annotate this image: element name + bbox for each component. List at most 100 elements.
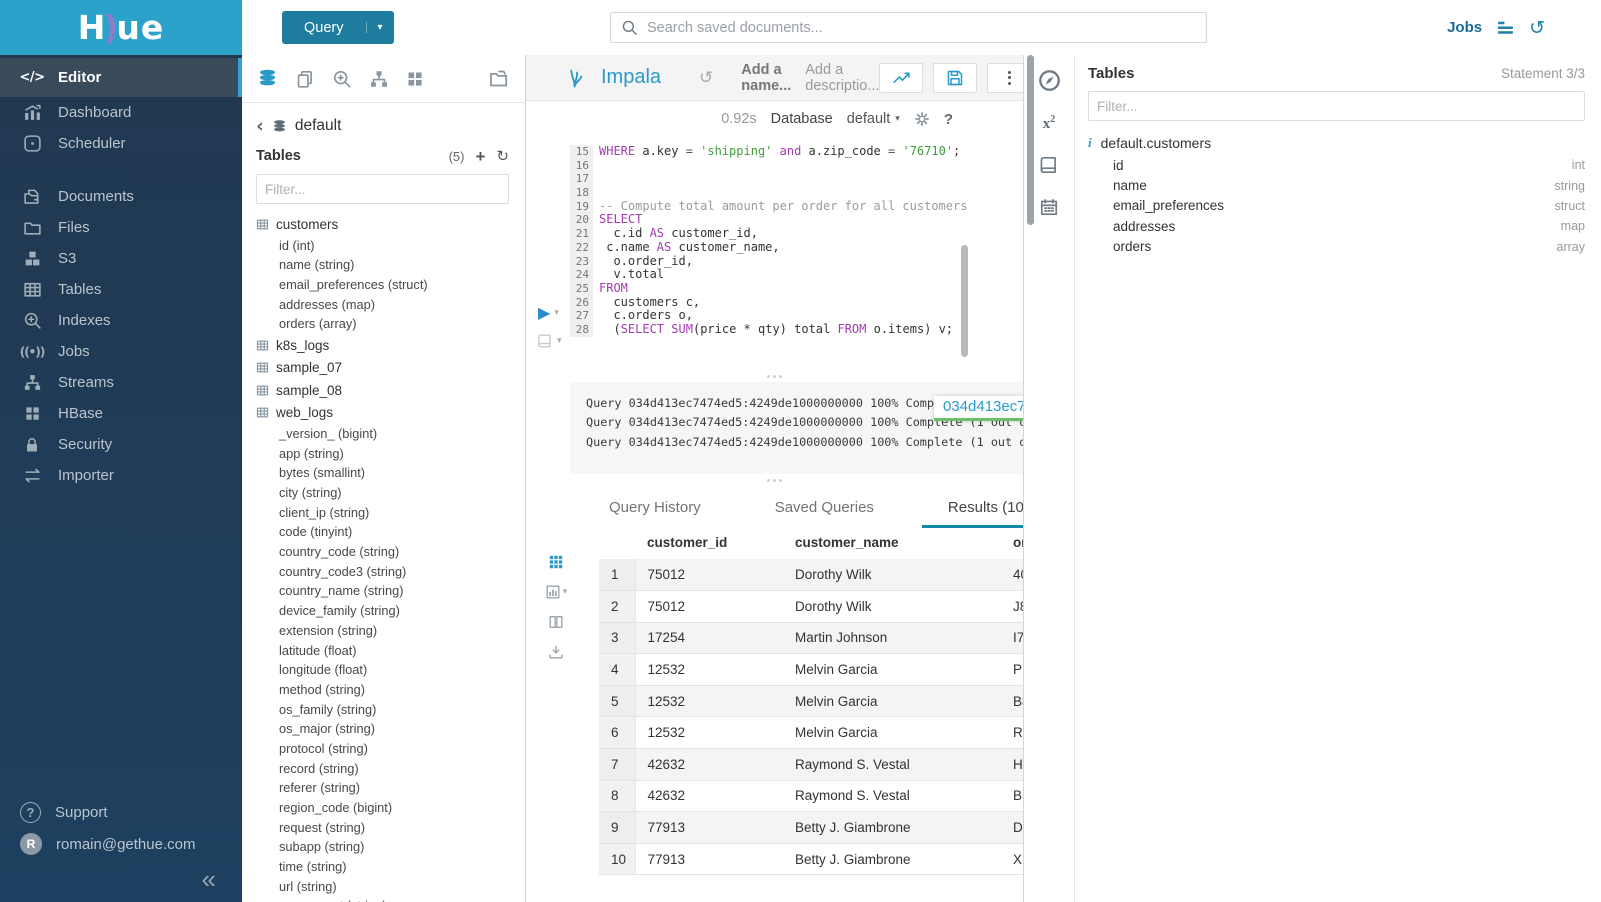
query-name-field[interactable]: Add a name... [741, 61, 792, 94]
sidebar-item-editor[interactable]: </> Editor [0, 58, 242, 97]
database-selector[interactable]: default ▾ [846, 111, 900, 127]
column-row[interactable]: id int [1088, 155, 1585, 175]
tree-column[interactable]: country_name (string) [279, 583, 404, 599]
tree-column[interactable]: code (tinyint) [279, 524, 353, 540]
refresh-icon[interactable]: ↻ [496, 146, 509, 165]
tab-saved-queries[interactable]: Saved Queries [774, 499, 874, 516]
tree-column[interactable]: id (int) [279, 237, 315, 253]
sidebar-item-indexes[interactable]: Indexes [0, 305, 242, 336]
sidebar-item-scheduler[interactable]: Scheduler [0, 128, 242, 159]
tree-column[interactable]: record (string) [279, 760, 359, 776]
tree-column[interactable]: app (string) [279, 445, 344, 461]
new-query-button[interactable]: Query ▾ [282, 11, 394, 44]
tree-column[interactable]: os_family (string) [279, 701, 377, 717]
tree-column[interactable]: longitude (float) [279, 662, 368, 678]
sidebar-item-hbase[interactable]: HBase [0, 398, 242, 429]
sidebar-item-streams[interactable]: Streams [0, 367, 242, 398]
engine-name[interactable]: Impala [601, 66, 662, 88]
tree-column[interactable]: user_agent (string) [256, 896, 509, 902]
copy-icon[interactable] [295, 69, 315, 89]
zoom-in-icon[interactable] [332, 69, 352, 89]
save-button[interactable] [933, 62, 978, 93]
tree-column[interactable]: device_family (string) [279, 603, 400, 619]
sidebar-item-dashboard[interactable]: Dashboard [0, 97, 242, 128]
history-icon[interactable]: ↺ [1529, 16, 1545, 39]
tree-table[interactable]: customers [256, 213, 509, 236]
tree-column[interactable]: bytes (smallint) [279, 465, 366, 481]
editor-scrollbar[interactable] [961, 245, 968, 357]
document-search[interactable] [610, 12, 1207, 43]
resize-grip[interactable] [526, 474, 1023, 486]
tree-column[interactable]: client_ip (string) [279, 504, 370, 520]
column-row[interactable]: orders array [1088, 237, 1585, 257]
tree-table[interactable]: sample_08 [256, 379, 509, 402]
jobs-link[interactable]: Jobs [1447, 19, 1483, 36]
column-header[interactable]: customer_id [647, 535, 728, 550]
tree-column[interactable]: subapp (string) [279, 839, 365, 855]
book-icon[interactable] [1039, 155, 1059, 175]
tree-column[interactable]: region_code (bigint) [279, 800, 393, 815]
tree-table[interactable]: sample_07 [256, 356, 509, 379]
add-table-icon[interactable]: + [475, 146, 486, 166]
tree-column[interactable]: country_code (string) [279, 544, 400, 560]
tree-column[interactable]: _version_ (bigint) [279, 425, 378, 441]
query-description-field[interactable]: Add a descriptio... [805, 61, 880, 94]
tree-column[interactable]: country_code3 (string) [279, 563, 407, 579]
column-row[interactable]: name string [1088, 175, 1585, 195]
sidebar-item-jobs[interactable]: ((•)) Jobs [0, 336, 242, 367]
chevron-left-icon[interactable]: ‹ [256, 114, 264, 137]
logo-area[interactable]: H)ue [0, 0, 242, 55]
grid9-icon[interactable] [548, 554, 564, 570]
query-id-tooltip[interactable]: 034d413ec7474ed5:4249de1000000000 [934, 396, 1023, 421]
collapse-sidebar-button[interactable]: « [201, 864, 216, 894]
sitemap-icon[interactable] [369, 69, 389, 89]
tree-column[interactable]: addresses (map) [279, 296, 376, 312]
tree-column[interactable]: email_preferences (struct) [279, 276, 428, 292]
tree-column[interactable]: name (string) [279, 257, 355, 273]
grid4-icon[interactable] [406, 70, 424, 88]
tree-column[interactable]: url (string) [279, 878, 337, 894]
sql-editor[interactable]: 15 WHERE a.key = 'shipping' and a.zip_cod… [526, 137, 1023, 370]
compass-icon[interactable] [1038, 69, 1061, 92]
sidebar-item-tables[interactable]: Tables [0, 274, 242, 305]
tab-query-history[interactable]: Query History [609, 499, 701, 516]
tree-column[interactable]: request (string) [279, 819, 366, 835]
right-tables-filter[interactable] [1088, 91, 1585, 121]
superscript-icon[interactable]: x2 [1042, 114, 1056, 132]
barchart-icon[interactable]: ▾ [545, 584, 567, 600]
user-account[interactable]: R romain@gethue.com [0, 828, 242, 860]
sidebar-item-s3[interactable]: S3 [0, 243, 242, 274]
sidebar-item-importer[interactable]: Importer [0, 460, 242, 491]
active-table[interactable]: i default.customers [1088, 131, 1585, 155]
tree-column[interactable]: extension (string) [279, 622, 378, 638]
tree-column[interactable]: method (string) [279, 681, 366, 697]
tree-column[interactable]: os_major (string) [279, 721, 376, 737]
calendar-icon[interactable] [1039, 197, 1059, 217]
column-header[interactable]: order_id [1013, 535, 1023, 550]
tree-table[interactable]: k8s_logs [256, 334, 509, 357]
chart-button[interactable] [879, 62, 924, 93]
info-icon[interactable]: i [1088, 135, 1092, 150]
download-icon[interactable] [548, 644, 564, 660]
search-input[interactable] [647, 19, 1196, 36]
sidebar-item-files[interactable]: Files [0, 212, 242, 243]
explain-button[interactable]: ▾ [537, 333, 562, 349]
tree-column[interactable]: time (string) [279, 859, 347, 875]
gear-icon[interactable] [914, 111, 930, 127]
column-header[interactable]: customer_name [795, 535, 899, 550]
database-name[interactable]: default [294, 117, 342, 134]
tree-column[interactable]: latitude (float) [279, 642, 357, 658]
jobs-list-icon[interactable] [1496, 18, 1515, 37]
column-row[interactable]: email_preferences struct [1088, 196, 1585, 216]
database-icon[interactable] [257, 68, 278, 89]
sidebar-item-security[interactable]: Security [0, 429, 242, 460]
page-scrollbar[interactable] [1027, 55, 1034, 225]
sidebar-item-support[interactable]: ? Support [0, 796, 242, 828]
columns-icon[interactable] [548, 614, 564, 630]
chevron-down-icon[interactable]: ▾ [365, 22, 394, 33]
folder-icon[interactable] [488, 68, 509, 89]
tree-column[interactable]: city (string) [279, 485, 342, 500]
column-row[interactable]: addresses map [1088, 216, 1585, 236]
tab-results-106[interactable]: Results (106) [921, 499, 1023, 528]
help-icon[interactable]: ? [943, 110, 953, 128]
